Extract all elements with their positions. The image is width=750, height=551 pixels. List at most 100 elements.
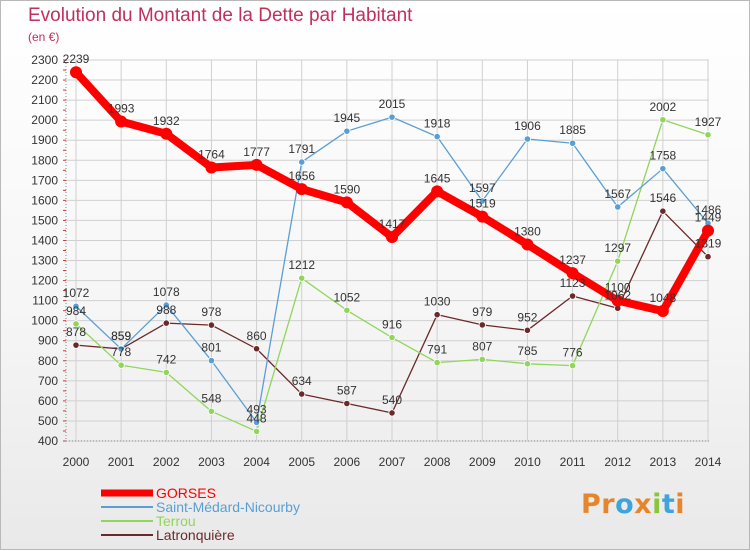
data-point: [295, 183, 308, 196]
data-label: 807: [472, 339, 492, 353]
data-label: 1918: [424, 117, 451, 131]
data-label: 1297: [604, 241, 631, 255]
data-point: [162, 368, 170, 377]
data-point: [478, 355, 486, 363]
chart-title: Evolution du Montant de la Dette par Hab…: [28, 5, 413, 26]
data-point: [72, 341, 80, 349]
data-label: 859: [111, 329, 131, 343]
data-point: [207, 321, 216, 329]
data-label: 1791: [288, 142, 315, 156]
data-point: [343, 399, 351, 408]
data-label: 878: [66, 325, 86, 339]
data-label: 916: [382, 318, 402, 332]
data-point: [433, 358, 441, 367]
x-tick-label: 2012: [604, 455, 631, 469]
data-label: 1546: [650, 191, 677, 205]
data-label: 978: [201, 305, 221, 319]
y-tick-label: 1800: [31, 153, 58, 167]
data-point: [343, 127, 351, 135]
data-point: [162, 319, 170, 327]
y-tick-label: 1600: [31, 193, 58, 207]
data-point: [252, 345, 261, 353]
y-tick-label: 1100: [32, 294, 58, 308]
data-point: [388, 113, 396, 121]
data-label: 778: [111, 345, 131, 359]
data-point: [298, 390, 306, 398]
proxiti-logo: Proxiti: [581, 489, 686, 520]
x-tick-label: 2013: [650, 455, 677, 469]
data-label: 1945: [334, 111, 361, 125]
data-label: 952: [517, 310, 537, 324]
data-point: [205, 161, 218, 174]
legend-label: Saint-Médard-Nicourby: [156, 499, 300, 515]
data-point: [386, 231, 398, 244]
data-label: 1062: [604, 288, 631, 302]
data-label: 2239: [63, 52, 90, 66]
data-point: [568, 139, 577, 147]
data-label: 859: [111, 329, 131, 343]
data-point: [523, 360, 532, 368]
x-tick-label: 2010: [514, 455, 541, 469]
data-label: 1777: [243, 145, 270, 159]
y-tick-label: 400: [38, 434, 58, 448]
x-tick-label: 2011: [560, 455, 586, 469]
y-tick-label: 1400: [31, 233, 58, 247]
data-label: 742: [156, 352, 176, 366]
data-label: 540: [382, 393, 402, 407]
data-point: [659, 207, 667, 215]
data-point: [250, 158, 263, 171]
y-tick-label: 2100: [31, 93, 58, 107]
data-point: [611, 294, 624, 307]
data-label: 1380: [514, 224, 541, 238]
data-label: 776: [563, 346, 583, 360]
data-label: 1764: [198, 147, 225, 161]
data-label: 1048: [650, 291, 677, 305]
data-point: [160, 127, 173, 140]
data-point: [207, 407, 216, 415]
axes: 400 500 600 700 800 900 1000 1100 1200 1300 1400 15…: [31, 53, 721, 469]
data-point: [523, 135, 532, 143]
data-point: [72, 320, 80, 328]
data-point: [207, 356, 216, 365]
y-tick-label: 2300: [31, 53, 58, 67]
data-label: 1597: [469, 181, 496, 195]
data-label: 984: [66, 304, 86, 318]
data-point: [476, 210, 489, 223]
data-point: [704, 253, 712, 261]
data-point: [523, 326, 532, 334]
data-label: 1052: [334, 290, 361, 304]
data-point: [252, 418, 261, 426]
data-point: [252, 427, 261, 435]
data-point: [614, 203, 622, 211]
data-label: 1078: [153, 285, 180, 299]
y-tick-label: 1200: [31, 274, 58, 288]
x-tick-label: 2009: [469, 455, 496, 469]
data-point: [388, 333, 396, 342]
data-point: [478, 321, 486, 329]
data-label: 785: [517, 344, 537, 358]
x-tick-label: 2014: [695, 455, 722, 469]
data-label: 1758: [650, 149, 677, 163]
y-tick-label: 1700: [31, 173, 58, 187]
data-label: 1072: [63, 286, 90, 300]
data-label: 1417: [379, 217, 406, 231]
data-point: [614, 257, 622, 265]
data-label: 1590: [334, 182, 361, 196]
data-point: [702, 224, 714, 237]
data-label: 1927: [695, 115, 722, 129]
data-label: 1030: [424, 295, 451, 309]
legend-label: Latronquière: [156, 527, 235, 543]
data-point: [298, 158, 306, 166]
data-label: 1212: [288, 258, 315, 272]
y-tick-label: 2200: [31, 73, 58, 87]
data-label: 1237: [559, 253, 586, 267]
y-tick-label: 500: [38, 414, 58, 428]
data-point: [343, 306, 351, 314]
data-label: 548: [201, 391, 221, 405]
x-tick-label: 2007: [379, 455, 406, 469]
data-point: [568, 292, 577, 300]
x-tick-label: 2002: [153, 455, 180, 469]
data-point: [704, 131, 712, 139]
data-label: 1319: [695, 237, 722, 251]
